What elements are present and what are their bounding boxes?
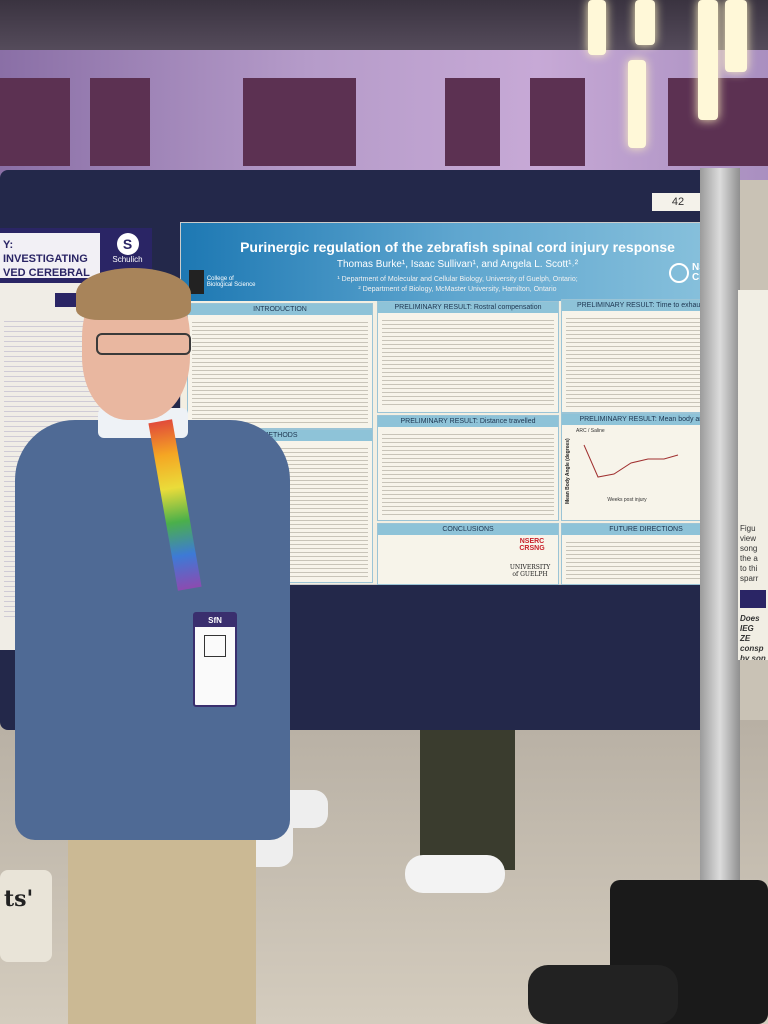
poster-authors: Thomas Burke¹, Isaac Sullivan¹, and Ange… (336, 259, 579, 270)
right-poster: Figu view song the a to thi sparr Does I… (738, 290, 768, 660)
college-logo: College of Biological Science (189, 269, 259, 295)
section-heading: METHODS (188, 430, 372, 441)
logo-text: Schulich (112, 255, 143, 264)
board-number: 42 (652, 193, 704, 211)
right-poster-text: Figu view song the a to thi sparr (740, 524, 759, 583)
tote-bag: ts' (0, 870, 52, 962)
schulich-icon: S (116, 233, 139, 255)
rostral-section: PRELIMINARY RESULT: Rostral compensation (377, 301, 559, 413)
affiliation: ¹ Department of Molecular and Cellular B… (337, 276, 578, 283)
college-logo-text: College of Biological Science (206, 276, 256, 288)
section-heading: FUTURE DIRECTIONS (562, 524, 730, 535)
section-body (192, 319, 368, 423)
badge-logo: SfN (195, 614, 235, 627)
ceiling-light (635, 0, 655, 45)
section-heading: PRELIMINARY RESULT: Mean body angle (562, 414, 730, 425)
person-sweater (15, 420, 290, 840)
ceiling-light (698, 0, 718, 120)
wall-panel (243, 78, 356, 166)
guelph-crest-icon (189, 270, 204, 294)
name-badge: SfN (193, 612, 237, 707)
ceiling-light (628, 60, 646, 148)
other-person-legs (420, 730, 515, 870)
chart-legend: ARC / Saline (576, 428, 605, 434)
university-logo: UNIVERSITY of GUELPH (509, 564, 551, 578)
y-axis-label: Mean Body Angle (degrees) (565, 438, 571, 504)
section-body (566, 315, 726, 407)
wall-panel (530, 78, 585, 166)
distance-section: PRELIMINARY RESULT: Distance travelled (377, 415, 559, 521)
left-poster-title: Y: INVESTIGATING VED CEREBRAL (0, 233, 100, 279)
wall-panel (0, 78, 70, 166)
qr-code-icon (204, 635, 226, 657)
person-hair (76, 268, 191, 320)
glasses (96, 333, 191, 355)
affiliation: ² Department of Biology, McMaster Univer… (358, 286, 557, 293)
ceiling-light (725, 0, 747, 72)
poster-stand-pole (700, 168, 740, 938)
maple-leaf-icon (669, 263, 689, 283)
legend-saline: Saline (590, 428, 605, 434)
right-poster-bar (740, 590, 766, 608)
right-poster-text: Does IEG ZE consp by son (740, 614, 766, 660)
legend-arc: ARC (576, 428, 587, 434)
wall-panel (668, 78, 768, 166)
poster-title: Purinergic regulation of the zebrafish s… (240, 239, 675, 255)
section-heading: CONCLUSIONS (378, 524, 558, 535)
poster-header: Purinergic regulation of the zebrafish s… (181, 223, 734, 301)
section-heading: INTRODUCTION (188, 304, 372, 315)
section-body (382, 431, 554, 515)
section-body (566, 539, 726, 579)
section-heading: PRELIMINARY RESULT: Time to exhaustion (562, 300, 730, 311)
wall-panel (445, 78, 500, 166)
black-bag (528, 965, 678, 1024)
x-axis-label: Weeks post injury (607, 497, 647, 503)
ceiling-light (588, 0, 606, 55)
introduction-section: INTRODUCTION (187, 303, 373, 429)
section-heading: PRELIMINARY RESULT: Rostral compensation (378, 302, 558, 313)
section-heading: PRELIMINARY RESULT: Distance travelled (378, 416, 558, 427)
conclusions-section: CONCLUSIONS NSERC CRSNG UNIVERSITY of GU… (377, 523, 559, 585)
sneaker (405, 855, 505, 893)
wall-panel (90, 78, 150, 166)
nserc-logo-red: NSERC CRSNG (519, 538, 545, 552)
section-body (382, 317, 554, 407)
body-angle-chart (583, 444, 679, 478)
left-poster-logo: S Schulich (105, 233, 150, 264)
